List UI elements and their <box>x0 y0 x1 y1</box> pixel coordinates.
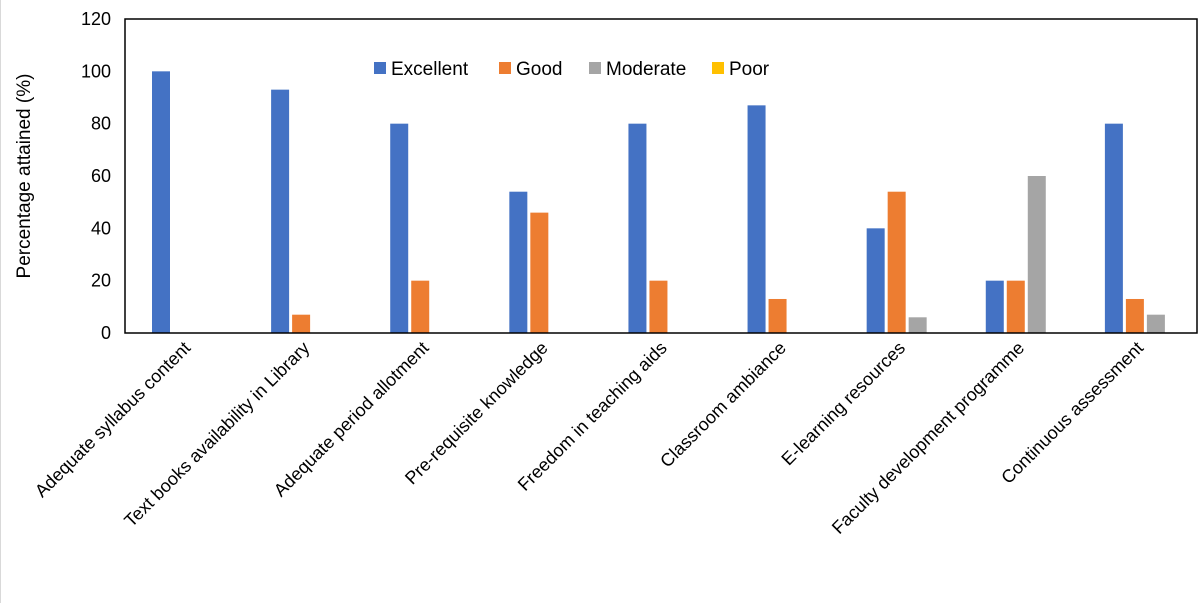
bar-excellent <box>390 123 409 334</box>
bar-good <box>411 280 430 333</box>
bars-group <box>152 71 1165 334</box>
bar-excellent <box>152 71 170 333</box>
y-tick-label: 40 <box>91 218 111 238</box>
legend-swatch-moderate <box>589 62 601 74</box>
y-axis-title: Percentage attained (%) <box>14 74 35 279</box>
legend-label-moderate: Moderate <box>606 59 686 80</box>
legend-swatch-good <box>499 62 511 74</box>
legend-label-poor: Poor <box>729 59 770 80</box>
legend-swatch-excellent <box>374 62 386 74</box>
bar-excellent <box>1104 123 1123 334</box>
x-tick-label: E-learning resources <box>777 338 909 470</box>
bar-good <box>768 298 787 333</box>
bar-moderate <box>1027 176 1046 333</box>
legend-swatch-poor <box>712 62 724 74</box>
x-tick-label: Text books availability in Library <box>120 338 313 531</box>
bar-excellent <box>271 89 290 334</box>
y-tick-label: 0 <box>101 323 111 343</box>
bar-excellent <box>747 105 766 333</box>
y-tick-label: 20 <box>91 271 111 291</box>
legend-label-good: Good <box>516 59 562 80</box>
y-tick-label: 80 <box>91 114 111 134</box>
x-tick-label: Faculty development programme <box>828 338 1028 538</box>
bar-good <box>649 280 668 333</box>
legend: Excellent Good Moderate Poor <box>374 59 770 80</box>
bar-good <box>887 191 906 333</box>
bar-moderate <box>1146 314 1165 333</box>
bar-excellent <box>985 280 1004 333</box>
bar-good <box>1006 280 1025 333</box>
bar-good <box>292 314 311 333</box>
bar-excellent <box>509 191 528 333</box>
bar-good <box>530 212 549 333</box>
y-tick-label: 120 <box>81 9 111 29</box>
bar-excellent <box>628 123 647 334</box>
y-tick-label: 60 <box>91 166 111 186</box>
y-axis-ticks: 0 20 40 60 80 100 120 <box>81 9 111 343</box>
plot-area-frame <box>124 18 1198 334</box>
x-tick-label: Classroom ambiance <box>656 338 790 472</box>
bar-excellent <box>866 228 885 333</box>
bar-good <box>1125 298 1144 333</box>
legend-label-excellent: Excellent <box>391 59 469 80</box>
y-tick-label: 100 <box>81 61 111 81</box>
bar-moderate <box>908 317 927 333</box>
